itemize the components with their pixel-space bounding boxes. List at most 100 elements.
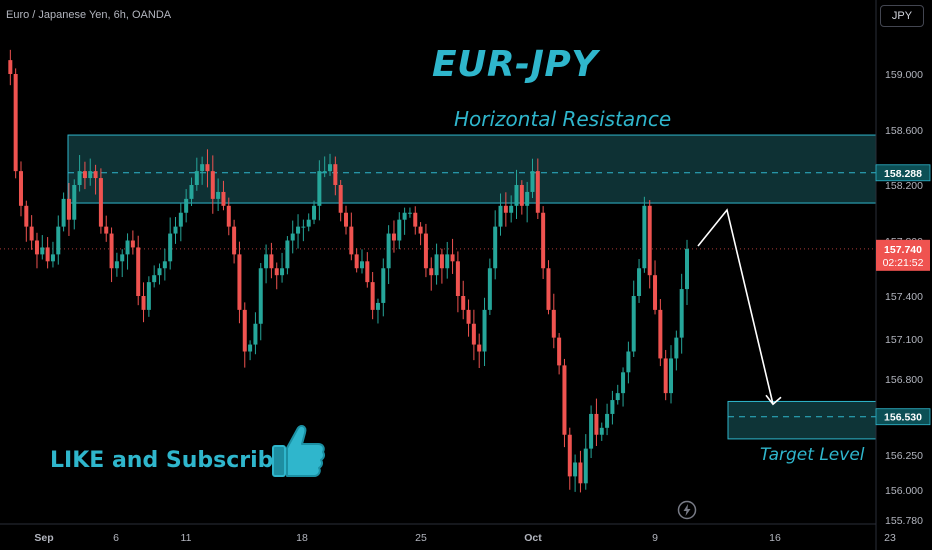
time-tick-label: 9 [652,532,658,544]
candle-body [637,268,642,296]
candle-body [317,171,322,206]
candle-body [125,240,130,255]
candle-body [194,171,199,185]
candle-body [269,254,274,269]
price-tick-label: 157.100 [885,334,923,346]
candle-body [162,261,167,269]
candle-body [264,254,269,269]
candle-body [178,212,183,227]
candle-body [514,185,519,206]
candle-body [301,226,306,228]
price-tick-label: 155.780 [885,515,923,527]
candle-body [34,240,39,255]
candle-body [471,323,476,345]
candle-body [50,254,55,262]
time-tick-label: 23 [884,532,896,544]
price-tick-label: 158.600 [885,125,923,137]
candle-body [525,191,530,206]
candle-body [349,226,354,255]
candle-body [29,226,34,241]
projection-arrowhead [765,394,782,406]
time-tick-label: 6 [113,532,119,544]
candle-body [423,233,428,269]
candle-body [370,282,375,310]
time-tick-label: 16 [769,532,781,544]
candle-body [56,226,61,255]
candle-body [18,171,23,206]
target-level-badge: 156.530 [884,412,922,424]
candle-body [232,226,237,255]
candle-body [546,268,551,310]
candle-body [647,205,652,276]
candle-body [610,400,615,414]
resistance-label: Horizontal Resistance [454,107,672,131]
candle-body [578,462,583,484]
candle-body [429,268,434,276]
flash-icon[interactable] [677,500,697,520]
candle-body [328,164,333,172]
candle-body [61,198,66,227]
candle-body [290,233,295,241]
candle-body [333,164,338,185]
candle-body [413,212,418,227]
resistance-level-badge: 158.288 [884,168,922,180]
currency-button[interactable]: JPY [880,5,924,27]
candle-body [407,212,412,214]
time-tick-label: Sep [34,532,53,544]
candle-body [98,178,103,227]
candle-body [498,205,503,227]
candle-body [439,254,444,269]
candle-body [226,205,231,227]
candle-body [461,296,466,310]
symbol-label: Euro / Japanese Yen, 6h, OANDA [6,9,172,21]
resistance-level-badge-bg [875,164,931,182]
candle-body [285,240,290,269]
thumbs-up-icon [272,424,326,477]
price-tick-label: 156.250 [885,450,923,462]
chart-title: EUR-JPY [432,44,598,85]
candle-body [541,212,546,269]
candle-body [354,254,359,269]
candle-body [621,372,626,394]
price-tick-label: 157.400 [885,291,923,303]
candle-body [487,268,492,310]
candle-body [418,226,423,234]
candle-body [66,198,71,220]
candle-body [130,240,135,248]
candle-body [253,323,258,345]
candle-body [189,185,194,199]
candle-body [455,261,460,296]
candle-body [642,205,647,269]
candle-body [173,226,178,234]
candle-body [589,413,594,449]
candle-body [562,365,567,435]
candle-body [205,164,210,172]
target-level-badge-bg [875,408,931,426]
candle-body [82,171,87,179]
candle-body [685,248,689,290]
candle-body [503,205,508,213]
candle-body [535,171,540,213]
candle-body [365,261,370,283]
candle-body [72,185,77,220]
candle-body [477,344,482,352]
candle-body [669,358,674,394]
candle-body [391,233,396,241]
candle-body [93,171,98,179]
candle-body [519,185,524,206]
candles-layer [8,49,689,493]
candle-body [344,212,348,227]
candle-body [24,205,29,227]
candle-body [13,74,18,172]
candle-body [216,191,221,199]
countdown-label: 02:21:52 [883,257,924,269]
resistance-zone [67,134,877,204]
time-tick-label: 18 [296,532,308,544]
candle-body [594,413,599,435]
candle-body [114,261,119,269]
candle-body [653,275,658,310]
candle-body [280,268,285,276]
projection-path [697,208,774,405]
